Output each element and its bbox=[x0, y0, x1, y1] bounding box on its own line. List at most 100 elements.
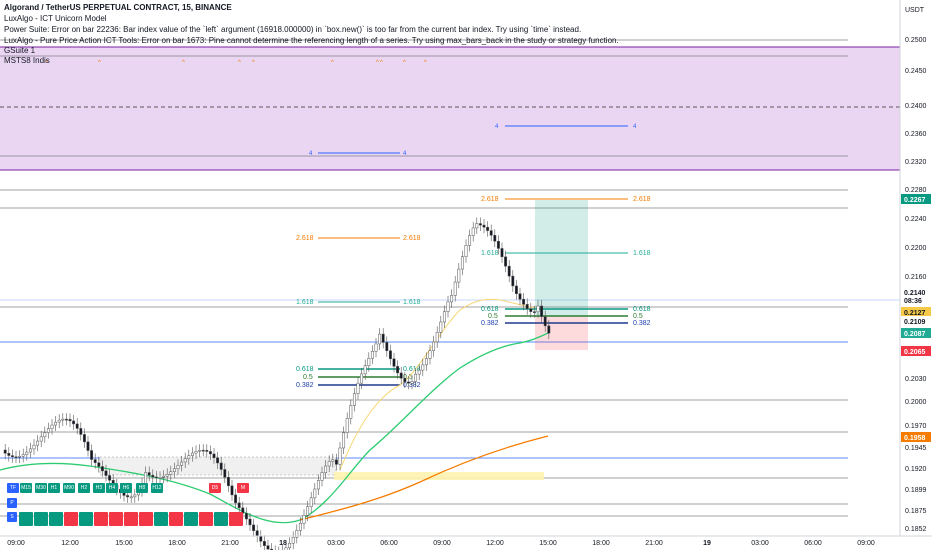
price-tick-label: 0.1852 bbox=[905, 526, 927, 533]
candlesticks[interactable] bbox=[3, 217, 551, 555]
candle-body bbox=[90, 450, 94, 460]
candle-body bbox=[158, 477, 162, 479]
svg-text:0.2065: 0.2065 bbox=[904, 349, 926, 356]
pane-level-a-left-label: 4 bbox=[495, 124, 499, 130]
candle-body bbox=[417, 369, 421, 375]
pane-marker: ^ bbox=[380, 60, 383, 66]
fib-0618-left-label: 0.618 bbox=[296, 366, 314, 373]
indicator-legend-1[interactable]: LuxAlgo - ICT Unicorn Model bbox=[4, 14, 107, 23]
timeframe-badge[interactable]: TF bbox=[7, 483, 19, 493]
candle-body bbox=[338, 447, 342, 465]
indicator-legend-3[interactable]: LuxAlgo - Pure Price Action ICT Tools: E… bbox=[4, 36, 619, 45]
candle-body bbox=[295, 530, 299, 538]
currency-label[interactable]: USDT bbox=[905, 7, 925, 14]
timeframe-badge[interactable]: M30 bbox=[35, 483, 47, 493]
candle-body bbox=[129, 496, 133, 499]
time-tick-label: 06:00 bbox=[380, 540, 398, 547]
time-tick-label: 03:00 bbox=[751, 540, 769, 547]
fib-0618-left-end-label: 0.618 bbox=[403, 366, 421, 373]
candle-body bbox=[482, 224, 486, 228]
timeframe-badge[interactable]: H12 bbox=[151, 483, 163, 493]
timeframe-badge[interactable]: M bbox=[237, 483, 249, 493]
signal-cell bbox=[94, 512, 108, 526]
candle-body bbox=[39, 436, 43, 442]
timeframe-badge[interactable]: H1 bbox=[48, 483, 60, 493]
svg-text:0.2140: 0.2140 bbox=[904, 290, 926, 297]
row-label: P bbox=[7, 498, 17, 508]
candle-body bbox=[457, 268, 461, 283]
price-tick-label: 0.2160 bbox=[905, 274, 927, 281]
timeframe-badge[interactable]: H6 bbox=[120, 483, 132, 493]
price-label: 0.2065 bbox=[901, 346, 931, 356]
candle-body bbox=[198, 449, 202, 452]
fib-2618-left-end-label: 2.618 bbox=[403, 235, 421, 242]
candle-body bbox=[385, 342, 389, 351]
time-tick-label: 15:00 bbox=[539, 540, 557, 547]
timeframe-badge[interactable]: M15 bbox=[20, 483, 32, 493]
candle-body bbox=[10, 455, 14, 458]
candle-body bbox=[507, 265, 511, 277]
candle-body bbox=[306, 506, 310, 516]
signal-cell bbox=[154, 512, 168, 526]
candle-body bbox=[219, 462, 223, 470]
indicator-legend-2[interactable]: Power Suite: Error on bar 22236: Bar ind… bbox=[4, 25, 582, 34]
candle-body bbox=[453, 281, 457, 296]
candle-body bbox=[165, 474, 169, 477]
candle-body bbox=[176, 465, 180, 469]
candle-body bbox=[352, 393, 356, 406]
candle-body bbox=[194, 450, 198, 454]
candle-body bbox=[252, 524, 256, 531]
candle-body bbox=[216, 457, 220, 464]
candle-body bbox=[266, 545, 270, 550]
candle-body bbox=[464, 245, 468, 257]
fib-05-left-label: 0.5 bbox=[303, 374, 313, 381]
candle-body bbox=[36, 440, 40, 446]
candle-body bbox=[403, 378, 407, 383]
candle-body bbox=[72, 420, 76, 425]
candle-body bbox=[7, 453, 11, 456]
price-label: 0.1958 bbox=[901, 432, 931, 442]
time-tick-label: 09:00 bbox=[857, 540, 875, 547]
candle-body bbox=[396, 366, 400, 374]
timeframe-badge[interactable]: D5 bbox=[209, 483, 221, 493]
signal-cell bbox=[229, 512, 243, 526]
pane-level-a-right-label: 4 bbox=[633, 124, 637, 130]
candle-body bbox=[356, 382, 360, 394]
timeframe-badge[interactable]: H8 bbox=[136, 483, 148, 493]
svg-text:0.2127: 0.2127 bbox=[904, 310, 926, 317]
candle-body bbox=[57, 419, 61, 423]
gsuite-pane-label[interactable]: GSuite 1 bbox=[4, 46, 36, 55]
candle-body bbox=[345, 418, 349, 433]
timeframe-badge[interactable]: M90 bbox=[63, 483, 75, 493]
timeframe-badge[interactable]: H2 bbox=[78, 483, 90, 493]
candle-body bbox=[514, 285, 518, 294]
msts-pane-label[interactable]: MSTS8 Indis bbox=[4, 56, 50, 65]
candle-body bbox=[248, 518, 252, 526]
pane-level-b-left-label: 4 bbox=[309, 151, 313, 157]
price-label: 0.2109 bbox=[901, 316, 931, 326]
position-profit-zone bbox=[535, 200, 588, 317]
timeframe-badge[interactable]: H4 bbox=[106, 483, 118, 493]
candle-body bbox=[180, 461, 184, 466]
candle-body bbox=[486, 226, 490, 231]
symbol-title[interactable]: Algorand / TetherUS PERPETUAL CONTRACT, … bbox=[4, 3, 232, 12]
candle-body bbox=[18, 456, 22, 458]
candle-body bbox=[82, 434, 86, 443]
timeframe-badge[interactable]: H3 bbox=[93, 483, 105, 493]
price-label: 08:36 bbox=[901, 295, 931, 305]
candle-body bbox=[410, 381, 414, 384]
candle-body bbox=[525, 304, 529, 310]
candle-body bbox=[399, 372, 403, 379]
candle-body bbox=[547, 325, 551, 334]
svg-text:0.2109: 0.2109 bbox=[904, 319, 926, 326]
candle-body bbox=[68, 419, 72, 422]
candle-body bbox=[3, 449, 7, 454]
candle-body bbox=[97, 462, 101, 467]
signal-cell bbox=[49, 512, 63, 526]
signal-cell bbox=[109, 512, 123, 526]
signal-cell bbox=[124, 512, 138, 526]
candle-body bbox=[334, 459, 338, 465]
pane-marker: ^ bbox=[424, 60, 427, 66]
